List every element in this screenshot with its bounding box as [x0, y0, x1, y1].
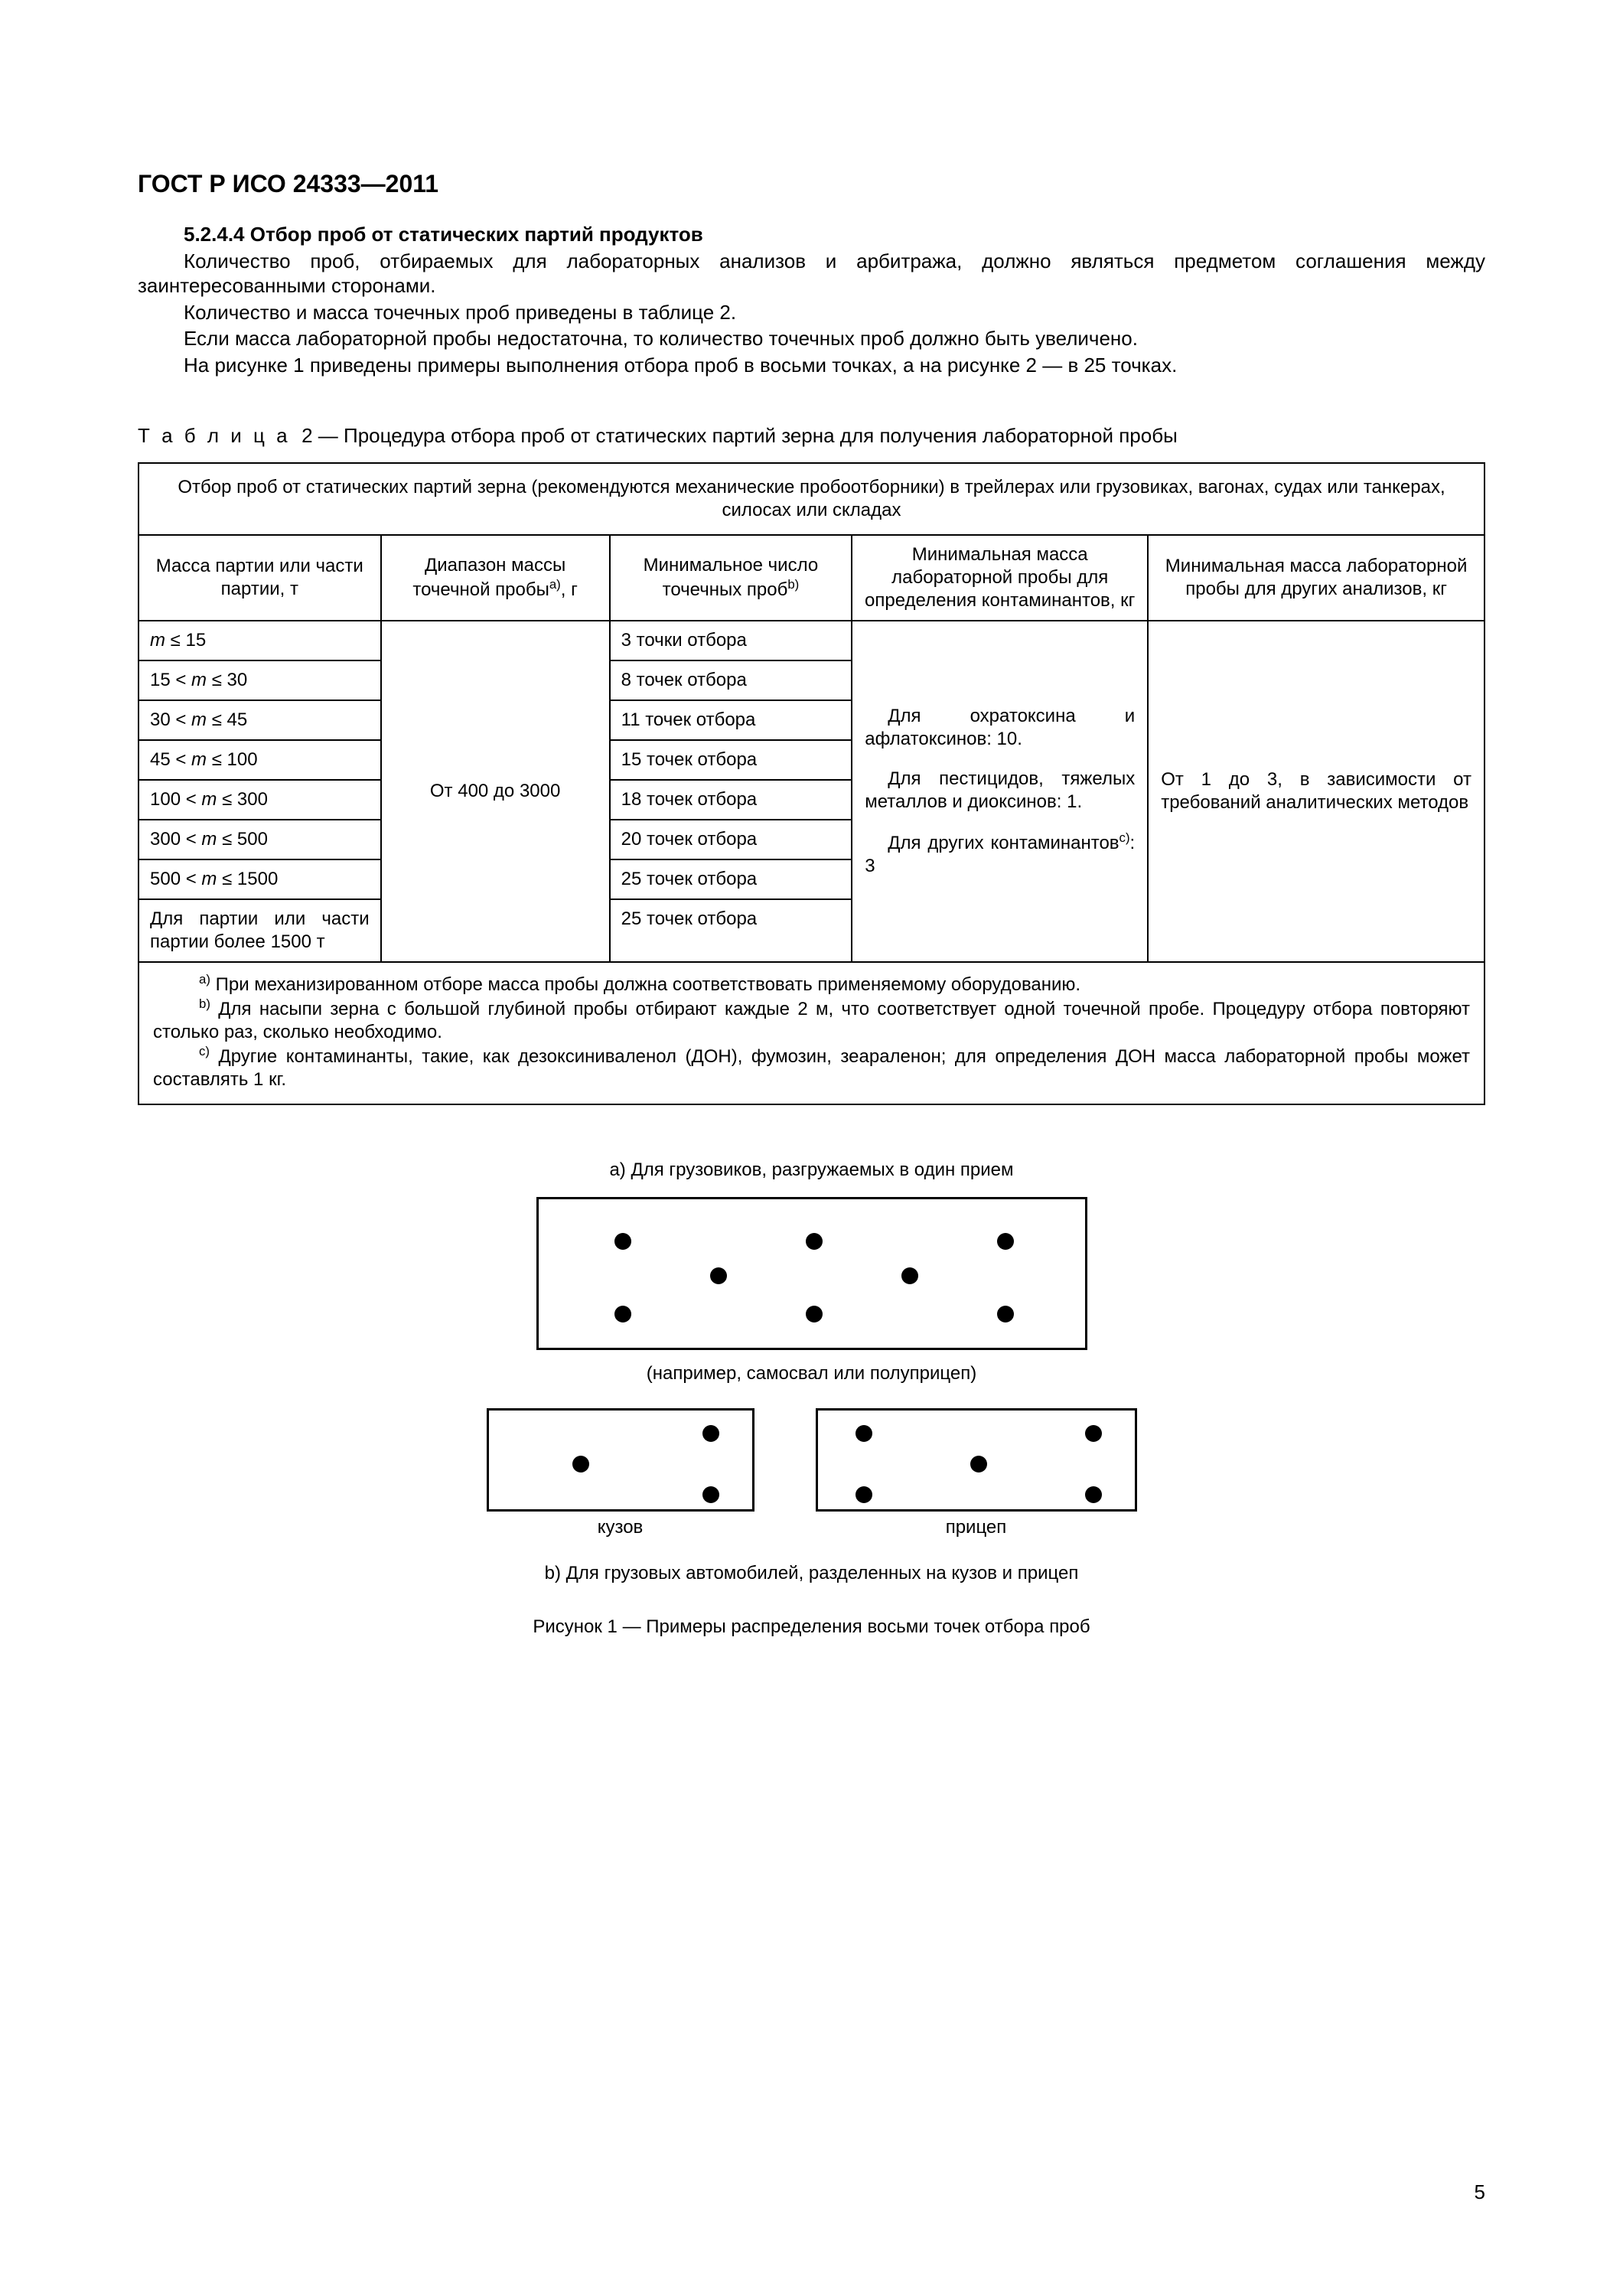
figure-1: a) Для грузовиков, разгружаемых в один п… [138, 1159, 1485, 1639]
col-header-mass: Масса партии или части партии, т [139, 535, 381, 621]
contaminants-cell: Для охратоксина и афлатоксинов: 10. Для … [852, 621, 1148, 962]
box1-label: кузов [598, 1516, 644, 1539]
col-header-contaminants: Минимальная масса лабораторной пробы для… [852, 535, 1148, 621]
body-text-block: 5.2.4.4 Отбор проб от статических партий… [138, 222, 1485, 377]
sample-point-dot [1085, 1486, 1102, 1503]
sample-point-dot [997, 1306, 1014, 1322]
sample-point-dot [710, 1267, 727, 1284]
paragraph: Количество и масса точечных проб приведе… [138, 300, 1485, 325]
figure-label-b: b) Для грузовых автомобилей, разделенных… [138, 1562, 1485, 1585]
sample-point-dot [614, 1306, 631, 1322]
col-header-other: Минимальная масса лабораторной пробы для… [1148, 535, 1484, 621]
sample-point-dot [1085, 1425, 1102, 1442]
diagram-a-box [536, 1197, 1087, 1350]
sample-point-dot [855, 1425, 872, 1442]
range-mass-cell: От 400 до 3000 [381, 621, 610, 962]
diagram-b2-box [816, 1408, 1137, 1512]
other-analysis-cell: От 1 до 3, в зависимости от требований а… [1148, 621, 1484, 962]
sampling-table: Отбор проб от статических партий зерна (… [138, 462, 1485, 963]
col-header-range: Диапазон массы точечной пробыa), г [381, 535, 610, 621]
sample-point-dot [572, 1456, 589, 1473]
table-header-row: Масса партии или части партии, т Диапазо… [139, 535, 1484, 621]
sample-point-dot [806, 1306, 823, 1322]
sample-point-dot [614, 1233, 631, 1250]
box2-label: прицеп [946, 1516, 1007, 1539]
diagram-b-row: кузов прицеп [138, 1408, 1485, 1539]
sample-point-dot [901, 1267, 918, 1284]
document-page: ГОСТ Р ИСО 24333—2011 5.2.4.4 Отбор проб… [0, 0, 1623, 2296]
table-span-header: Отбор проб от статических партий зерна (… [139, 463, 1484, 535]
paragraph: Количество проб, отбираемых для лаборато… [138, 249, 1485, 298]
sample-point-dot [806, 1233, 823, 1250]
paragraph: На рисунке 1 приведены примеры выполнени… [138, 353, 1485, 378]
page-number: 5 [1475, 2180, 1485, 2205]
sample-point-dot [702, 1486, 719, 1503]
table-caption: Т а б л и ц а 2 — Процедура отбора проб … [138, 423, 1485, 448]
section-heading: 5.2.4.4 Отбор проб от статических партий… [184, 223, 703, 246]
paragraph: Если масса лабораторной пробы недостаточ… [138, 326, 1485, 351]
sample-point-dot [702, 1425, 719, 1442]
table-row: m ≤ 15 От 400 до 3000 3 точки отбора Для… [139, 621, 1484, 660]
sample-point-dot [997, 1233, 1014, 1250]
sample-point-dot [855, 1486, 872, 1503]
figure-sub-a: (например, самосвал или полуприцеп) [138, 1362, 1485, 1385]
diagram-b1-box [487, 1408, 754, 1512]
col-header-minpoints: Минимальное число точечных пробb) [610, 535, 852, 621]
figure-title: Рисунок 1 — Примеры распределения восьми… [138, 1616, 1485, 1639]
document-code: ГОСТ Р ИСО 24333—2011 [138, 168, 1485, 199]
table-footnotes: a) При механизированном отборе масса про… [138, 963, 1485, 1105]
sample-point-dot [970, 1456, 987, 1473]
figure-label-a: a) Для грузовиков, разгружаемых в один п… [138, 1159, 1485, 1182]
